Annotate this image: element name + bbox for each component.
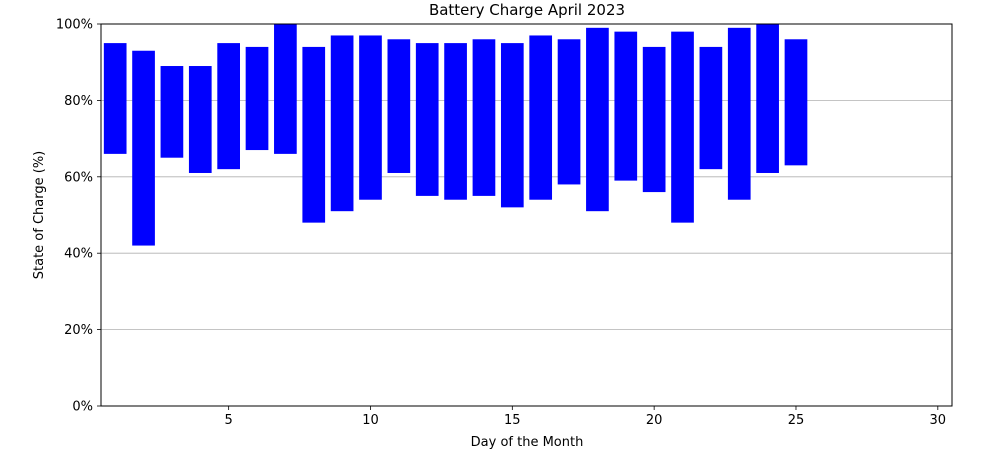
bar-day-3 bbox=[160, 66, 184, 158]
bar-day-17 bbox=[557, 39, 581, 185]
bar-day-10 bbox=[359, 35, 382, 200]
y-axis-ticks: 0% 20% 40% 60% 80% 100% bbox=[56, 18, 101, 415]
bar-day-8 bbox=[302, 46, 326, 223]
bar-day-19 bbox=[614, 31, 638, 181]
bar-day-22 bbox=[699, 46, 723, 170]
x-axis-label: Day of the Month bbox=[471, 435, 584, 450]
y-tick-label: 20% bbox=[64, 323, 93, 338]
bar-day-12 bbox=[415, 43, 439, 196]
bar-day-11 bbox=[387, 39, 411, 173]
bar-day-16 bbox=[529, 35, 553, 200]
bar-day-9 bbox=[330, 35, 354, 212]
bar-day-4 bbox=[188, 66, 212, 173]
bar-day-2 bbox=[132, 50, 155, 246]
bar-day-15 bbox=[500, 43, 524, 208]
bar-day-13 bbox=[444, 43, 467, 200]
x-tick-label: 5 bbox=[225, 413, 233, 428]
x-tick-label: 15 bbox=[504, 413, 521, 428]
bars bbox=[103, 24, 808, 246]
bar-day-7 bbox=[274, 24, 297, 154]
bar-day-25 bbox=[784, 39, 808, 166]
bar-day-18 bbox=[586, 27, 609, 212]
bar-day-23 bbox=[727, 27, 751, 200]
bar-day-24 bbox=[756, 24, 779, 173]
plot-frame bbox=[100, 23, 953, 407]
bar-day-6 bbox=[245, 46, 269, 151]
y-axis-label: State of Charge (%) bbox=[32, 151, 47, 279]
bar-day-21 bbox=[671, 31, 694, 223]
chart-title: Battery Charge April 2023 bbox=[429, 1, 625, 19]
bar-day-20 bbox=[642, 46, 666, 193]
x-tick-label: 20 bbox=[646, 413, 663, 428]
x-tick-label: 10 bbox=[362, 413, 379, 428]
x-tick-label: 30 bbox=[930, 413, 947, 428]
y-tick-label: 80% bbox=[64, 94, 93, 109]
bar-day-14 bbox=[472, 39, 496, 196]
bar-day-5 bbox=[217, 43, 240, 170]
y-tick-label: 0% bbox=[72, 400, 93, 415]
x-tick-label: 25 bbox=[788, 413, 805, 428]
grid-lines bbox=[101, 100, 952, 331]
y-tick-label: 100% bbox=[56, 18, 93, 33]
bar-day-1 bbox=[103, 43, 127, 154]
y-tick-label: 60% bbox=[64, 170, 93, 185]
x-axis-ticks: 5 10 15 20 25 30 bbox=[225, 406, 947, 428]
y-tick-label: 40% bbox=[64, 247, 93, 262]
